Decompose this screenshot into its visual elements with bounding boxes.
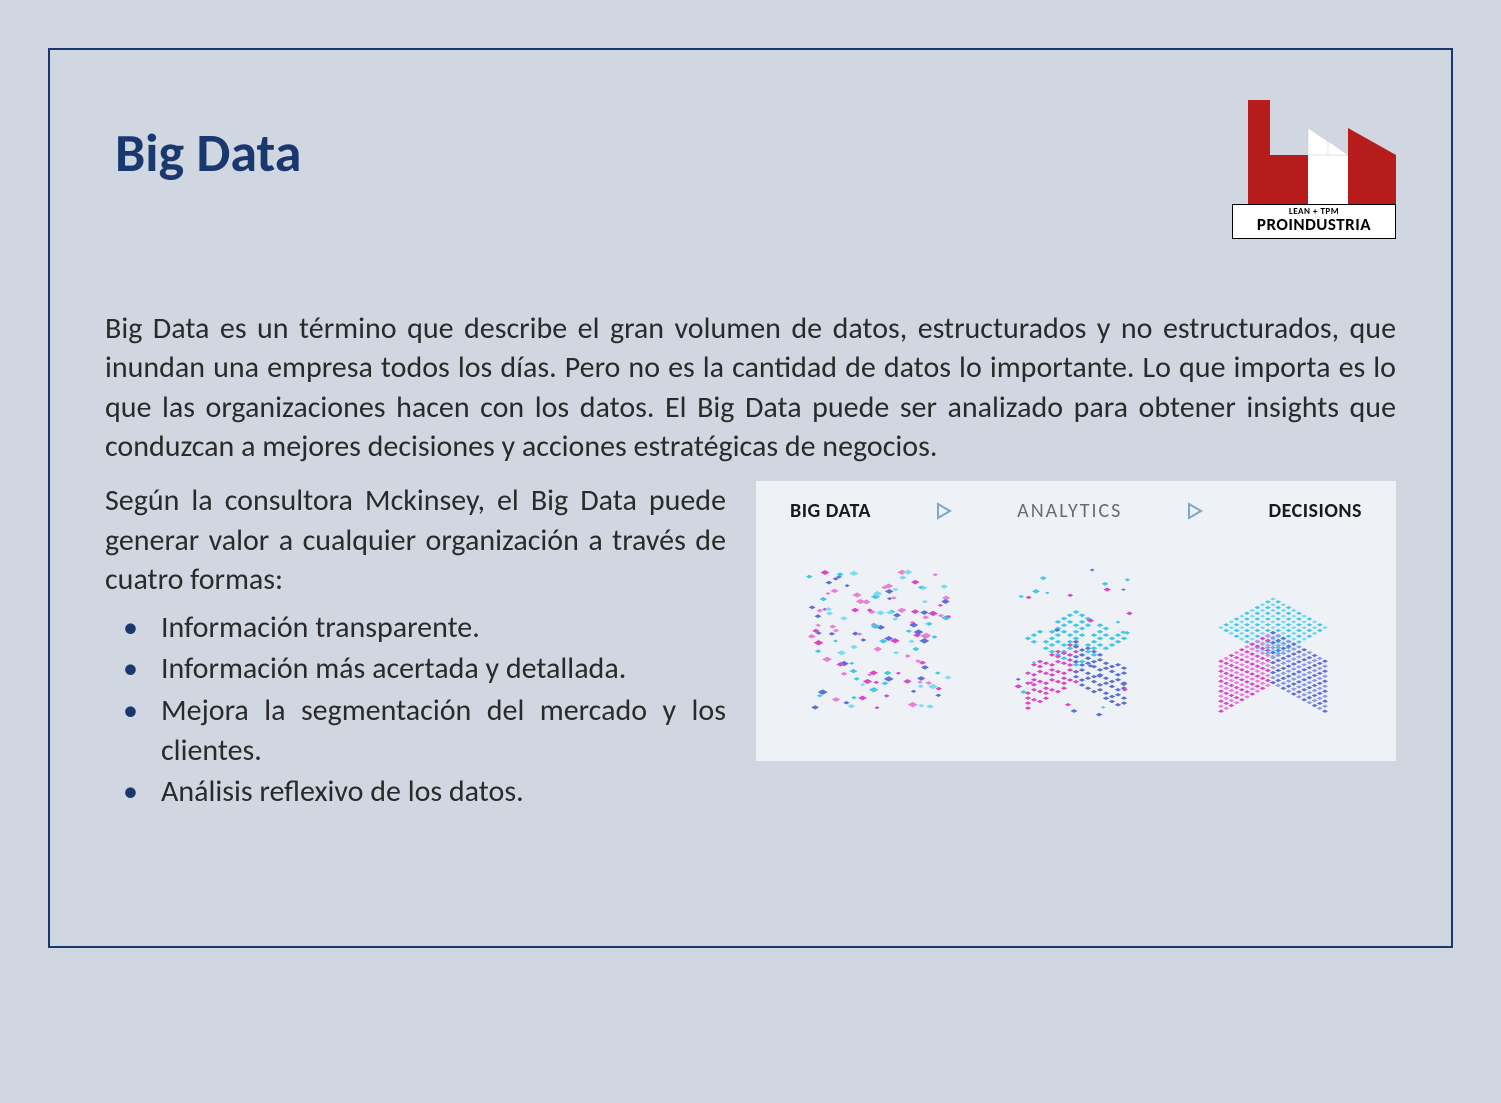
factory-icon [1232,100,1396,205]
diagram-label-analytics: ANALYTICS [1017,499,1122,523]
list-item: Información más acertada y detallada. [123,649,726,689]
list-item: Análisis reflexivo de los datos. [123,772,726,812]
main-paragraph: Big Data es un término que describe el g… [105,309,1396,467]
bullet-list: Información transparente. Información má… [105,608,726,812]
slide-frame: Big Data LEAN + TPM PROINDUSTRIA [48,48,1453,948]
diagram-cubes-row [780,541,1372,743]
diagram-labels-row: BIG DATA ANALYTICS DECISIONS [780,499,1372,523]
scattered-cube-icon [794,557,964,727]
solid-cube-icon [1188,557,1358,727]
arrow-icon [934,501,954,521]
lower-row: Según la consultora Mckinsey, el Big Dat… [105,481,1396,814]
header-row: Big Data LEAN + TPM PROINDUSTRIA [105,100,1396,239]
logo-text-box: LEAN + TPM PROINDUSTRIA [1232,204,1396,239]
logo: LEAN + TPM PROINDUSTRIA [1232,100,1396,239]
forming-cube-icon [991,557,1161,727]
diagram-label-bigdata: BIG DATA [790,499,871,523]
arrow-icon [1185,501,1205,521]
sub-paragraph: Según la consultora Mckinsey, el Big Dat… [105,481,726,600]
page-title: Big Data [115,120,301,186]
left-column: Según la consultora Mckinsey, el Big Dat… [105,481,726,814]
diagram-label-decisions: DECISIONS [1269,499,1362,523]
list-item: Información transparente. [123,608,726,648]
list-item: Mejora la segmentación del mercado y los… [123,691,726,770]
logo-name: PROINDUSTRIA [1233,216,1395,235]
bigdata-diagram: BIG DATA ANALYTICS DECISIONS [756,481,1396,761]
